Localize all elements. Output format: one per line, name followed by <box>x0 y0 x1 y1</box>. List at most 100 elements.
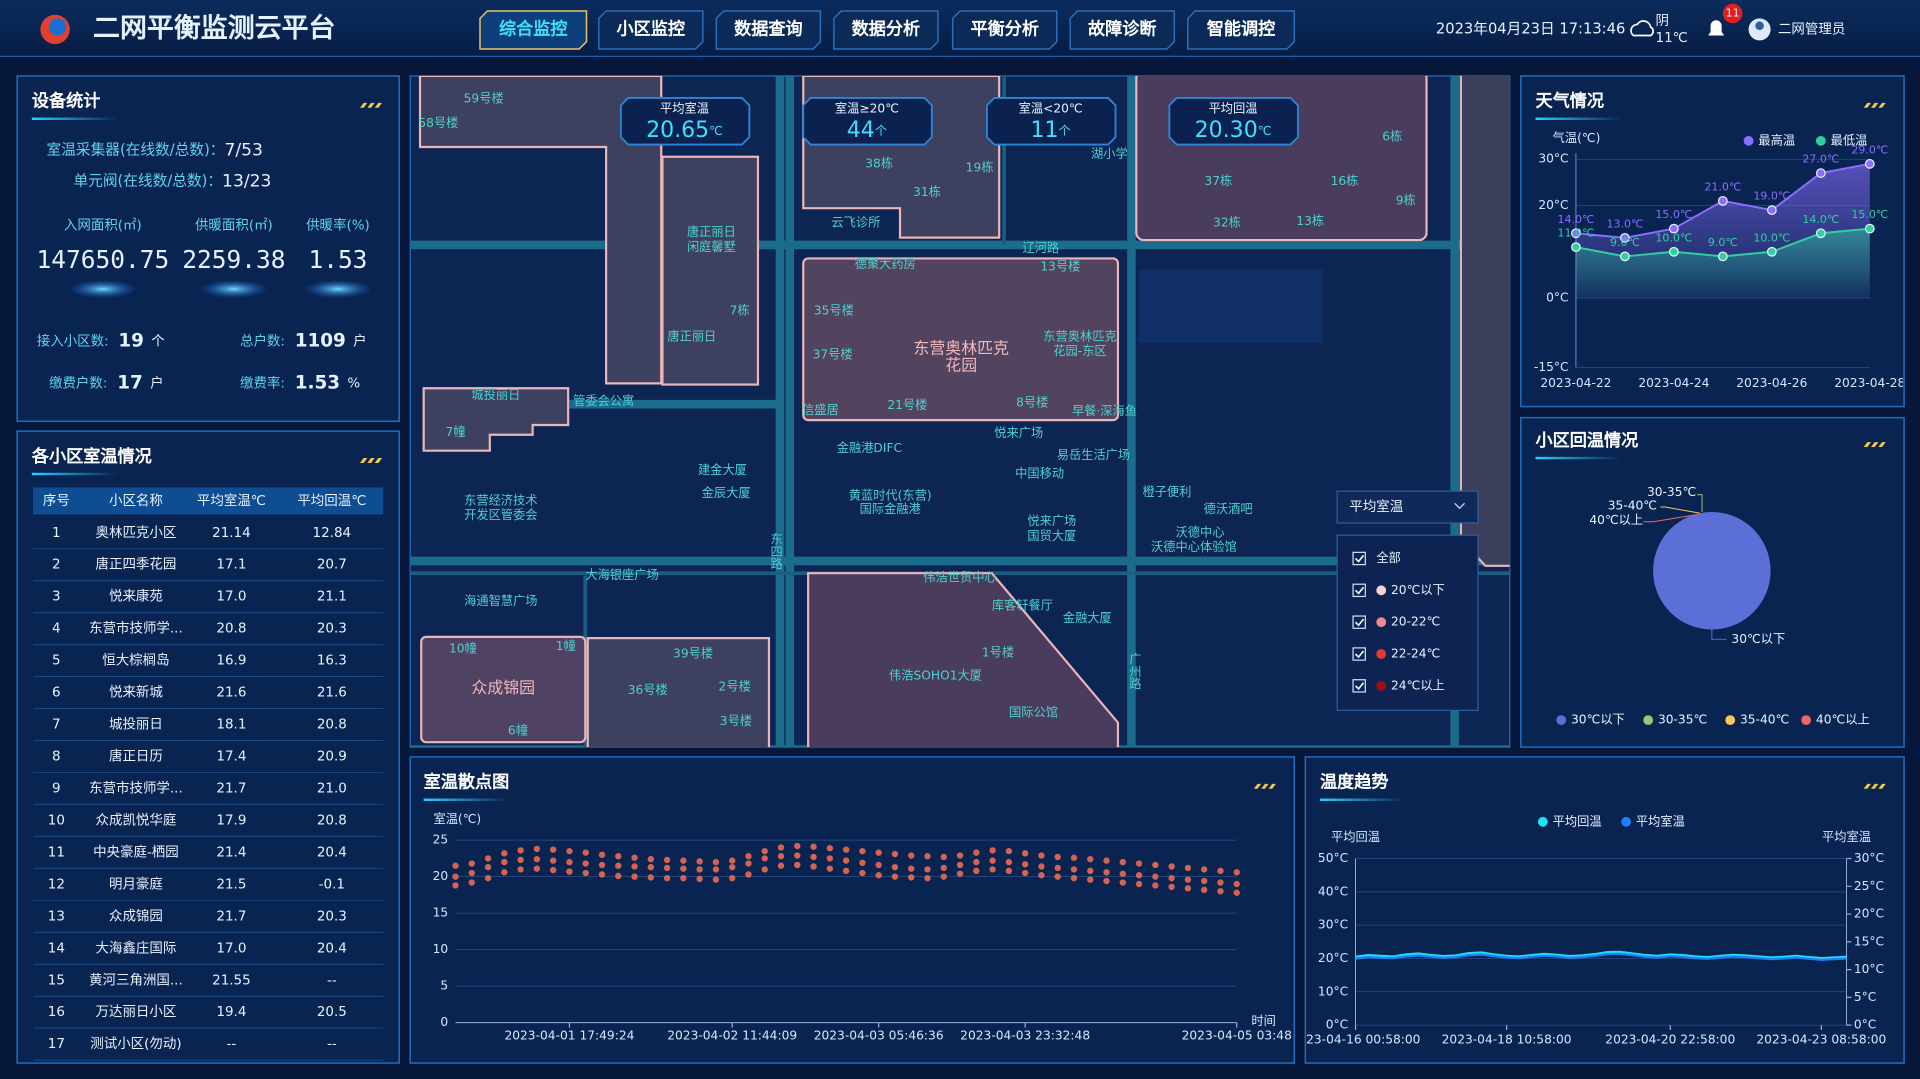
nav-label[interactable]: 平衡分析 <box>970 18 1038 39</box>
y-tick-label: 25 <box>433 833 449 847</box>
checkbox[interactable] <box>1352 615 1366 629</box>
point <box>810 853 817 861</box>
nav-button[interactable] <box>598 10 704 50</box>
dropdown[interactable] <box>1336 490 1479 524</box>
filter-label[interactable]: 20℃以下 <box>1391 583 1445 597</box>
map-label: 39号楼 <box>673 646 713 661</box>
point <box>1184 876 1192 883</box>
table-cell: 18.1 <box>216 717 246 733</box>
table-cell: 21.6 <box>317 685 347 701</box>
map-label: 广州路 <box>1127 653 1141 690</box>
point <box>1201 886 1208 893</box>
point <box>1119 858 1126 866</box>
count-value: 1109 <box>295 331 346 352</box>
point <box>989 857 996 864</box>
metric-label: 入网面积(㎡) <box>64 217 142 233</box>
point <box>1168 883 1175 891</box>
panel-title: 天气情况 <box>1536 91 1604 112</box>
stat-unit: 个 <box>875 124 887 138</box>
point <box>598 871 606 878</box>
map-label: 13号楼 <box>1040 258 1080 273</box>
nav-button[interactable] <box>479 10 588 50</box>
weather-chart: 30°C 20°C 0°C -15°C 2023-04-22 2023-04-24 2023… <box>1534 132 1905 390</box>
y2-tick-label: 25°C <box>1854 879 1884 893</box>
point <box>908 865 915 872</box>
filters: 全部 20℃以下 20-22℃ 22-24℃ 24℃以上 <box>1352 550 1445 693</box>
map-label: 库客轩餐厅 <box>992 598 1053 613</box>
point <box>452 873 459 880</box>
map-label: 橙子便利 <box>1142 484 1191 499</box>
weather-icon <box>1630 20 1654 37</box>
y-tick-label: 0°C <box>1326 1018 1348 1032</box>
panel-deco <box>1863 102 1886 108</box>
nav-button[interactable] <box>833 10 939 50</box>
nav-button[interactable] <box>1187 10 1296 50</box>
checkbox[interactable] <box>1352 679 1366 693</box>
checkbox[interactable] <box>1352 647 1366 661</box>
table-header-bg <box>33 487 384 515</box>
nav-label[interactable]: 综合监控 <box>499 18 567 39</box>
panel-deco <box>360 102 383 108</box>
stat-label: 室温采集器(在线数/总数)： <box>47 142 225 159</box>
x-tick-label: 2023-04-28 <box>1834 376 1905 390</box>
table-cell: 4 <box>52 621 61 637</box>
count-value: 19 <box>118 331 144 352</box>
point <box>517 847 524 854</box>
table-cell: 唐正日历 <box>109 748 163 765</box>
stat-box <box>986 97 1117 146</box>
dropdown-text[interactable]: 平均室温 <box>1349 498 1403 515</box>
bell-icon[interactable] <box>1708 20 1725 36</box>
value-label: 19.0℃ <box>1753 190 1790 203</box>
map-label: 59号楼 <box>464 91 504 106</box>
filter-label[interactable]: 20-22℃ <box>1391 615 1440 629</box>
filter-label[interactable]: 22-24℃ <box>1391 647 1440 661</box>
map-label: 9栋 <box>1396 192 1416 207</box>
point <box>940 864 947 872</box>
nav-label[interactable]: 小区监控 <box>617 18 685 39</box>
user-name[interactable]: 二网管理员 <box>1778 21 1845 37</box>
table-cell: -- <box>327 972 337 988</box>
table-cell: 明月豪庭 <box>109 875 163 892</box>
point <box>468 869 475 877</box>
nav-label[interactable]: 智能调控 <box>1207 18 1275 39</box>
point <box>1864 223 1875 234</box>
value-label: 14.0℃ <box>1802 213 1839 226</box>
nav-button[interactable] <box>1069 10 1176 50</box>
point <box>663 864 671 872</box>
stat-value: 20.65℃ <box>646 118 723 143</box>
legend-dot <box>1725 715 1736 726</box>
panel-title: 温度趋势 <box>1320 772 1388 793</box>
nav-button[interactable] <box>715 10 822 50</box>
checkbox[interactable] <box>1352 551 1366 566</box>
point <box>1815 168 1826 178</box>
panel-deco <box>1863 783 1886 789</box>
nav-button[interactable] <box>951 10 1058 50</box>
filter-label[interactable]: 24℃以上 <box>1391 678 1445 692</box>
point <box>1233 889 1240 896</box>
count-unit: 户 <box>353 333 366 350</box>
checkbox[interactable] <box>1352 583 1366 598</box>
map-label: 沃德中心体验馆 <box>1151 539 1237 554</box>
y2-axis-title: 平均室温 <box>1822 829 1871 844</box>
nav-label[interactable]: 故障诊断 <box>1088 18 1156 39</box>
panel-deco <box>360 458 383 463</box>
point <box>631 863 638 870</box>
table-cell: 唐正四季花园 <box>96 556 177 573</box>
stat-label: 室温<20℃ <box>1019 101 1083 116</box>
table-cell: 17.0 <box>216 589 246 605</box>
point <box>924 866 931 873</box>
map-label: 信盛居 <box>802 402 839 417</box>
filter-label[interactable]: 全部 <box>1376 550 1400 565</box>
point <box>989 847 996 854</box>
point <box>1054 873 1061 880</box>
nav-label[interactable]: 数据分析 <box>852 18 920 39</box>
point <box>647 863 655 871</box>
value-label: 9.0℃ <box>1708 236 1738 249</box>
table: 序号 小区名称 平均室温℃ 平均回温℃1 奥林匹克小区 21.14 12.842 唐正四季花园… <box>33 492 384 1061</box>
point <box>973 849 980 856</box>
nav-label[interactable]: 数据查询 <box>734 18 802 39</box>
map-label: 建金大厦 <box>698 462 747 477</box>
pedestal <box>306 280 370 298</box>
point <box>566 858 573 866</box>
panel <box>16 430 400 1064</box>
